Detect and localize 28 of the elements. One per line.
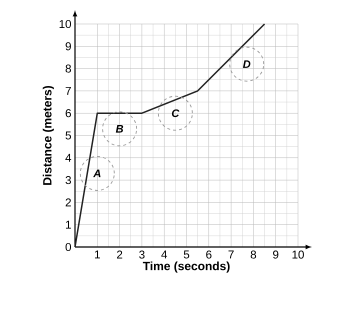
y-tick-label: 5 — [66, 132, 71, 140]
line-series — [74, 23, 266, 248]
annotation: D — [242, 60, 250, 68]
x-tick-label: 9 — [273, 250, 278, 259]
y-tick-label: 4 — [65, 154, 72, 162]
y-tick-label: 6 — [66, 109, 71, 118]
y-tick-label: 1 — [66, 220, 71, 229]
x-tick-label: 3 — [139, 250, 145, 259]
y-tick-label: 0 — [66, 242, 72, 252]
x-tick-label: 5 — [184, 250, 190, 259]
y-tick-label: 3 — [66, 176, 71, 184]
annotation: B — [116, 125, 124, 133]
y-tick-label: 10 — [60, 20, 72, 28]
y-tick-label: 2 — [66, 198, 71, 206]
y-tick-label: 7 — [66, 86, 71, 95]
annotation: A — [93, 170, 100, 178]
x-tick-label: 4 — [161, 250, 168, 258]
y-tick-label: 8 — [66, 64, 71, 73]
x-tick-label: 10 — [292, 250, 304, 259]
x-tick-label: 8 — [250, 250, 256, 259]
x-axis-title: Time (seconds) — [142, 261, 230, 273]
x-tick-label: 7 — [228, 250, 234, 258]
y-tick-label: 9 — [66, 42, 71, 50]
annotation: C — [172, 109, 180, 118]
y-axis-title: Distance (meters) — [42, 86, 54, 185]
x-tick-label: 2 — [116, 250, 122, 259]
x-tick-label: 6 — [206, 250, 212, 259]
x-tick-label: 1 — [94, 250, 100, 258]
